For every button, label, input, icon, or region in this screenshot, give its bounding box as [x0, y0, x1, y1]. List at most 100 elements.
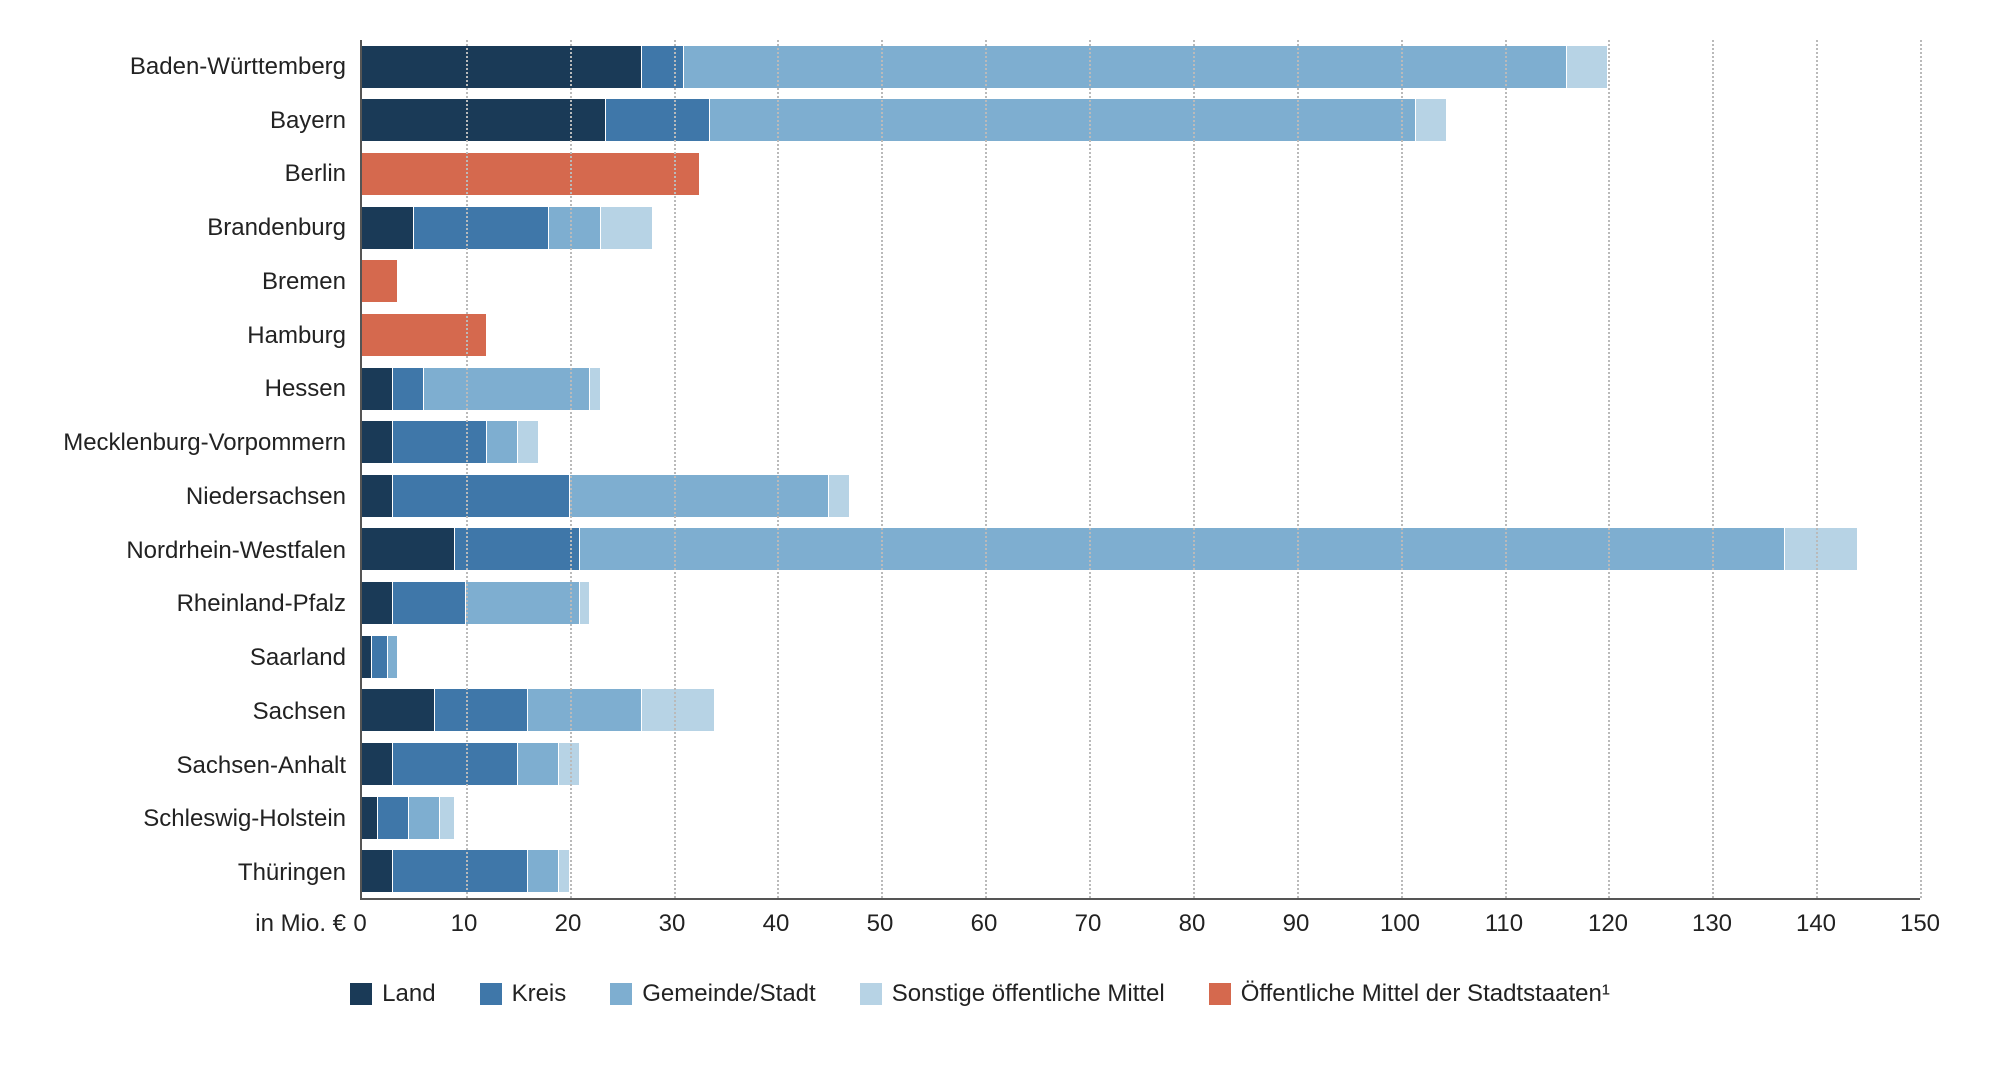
bar-segment-sonstige [1416, 99, 1447, 141]
gridline [985, 40, 987, 898]
gridline [1816, 40, 1818, 898]
legend-swatch [610, 983, 632, 1005]
legend-label: Land [382, 980, 435, 1008]
gridline [1505, 40, 1507, 898]
y-axis-label: Bremen [262, 281, 346, 282]
bar-segment-gemeinde [580, 528, 1785, 570]
bar-segment-kreis [378, 797, 409, 839]
bar-segment-kreis [455, 528, 580, 570]
chart-container: Baden-WürttembergBayernBerlinBrandenburg… [0, 0, 2000, 1077]
bar-row [362, 421, 1920, 463]
bar-segment-sonstige [1785, 528, 1858, 570]
x-tick-label: 120 [1588, 910, 1628, 938]
bar-row [362, 582, 1920, 624]
gridline [570, 40, 572, 898]
y-axis-label: Schleswig-Holstein [143, 819, 346, 820]
bars-area [360, 40, 1920, 900]
bar-segment-gemeinde [388, 636, 398, 678]
bar-segment-land [362, 689, 435, 731]
gridline [1920, 40, 1922, 898]
y-axis-label: Hamburg [247, 335, 346, 336]
bar-segment-kreis [642, 46, 684, 88]
bar-segment-kreis [393, 850, 528, 892]
legend-item: Kreis [480, 980, 567, 1008]
bar-segment-land [362, 528, 455, 570]
x-tick-label: 130 [1692, 910, 1732, 938]
bar-segment-gemeinde [487, 421, 518, 463]
x-tick-label: 0 [353, 910, 366, 938]
legend-label: Gemeinde/Stadt [642, 980, 815, 1008]
bar-segment-kreis [393, 368, 424, 410]
bar-row [362, 207, 1920, 249]
bar-segment-sonstige [601, 207, 653, 249]
bar-segment-stadtstaat [362, 153, 700, 195]
bar-segment-kreis [606, 99, 710, 141]
bar-segment-sonstige [518, 421, 539, 463]
legend-item: Land [350, 980, 435, 1008]
bar-segment-gemeinde [684, 46, 1567, 88]
bar-row [362, 743, 1920, 785]
y-axis-label: Niedersachsen [186, 496, 346, 497]
y-axis-label: Berlin [285, 174, 346, 175]
plot-area: Baden-WürttembergBayernBerlinBrandenburg… [40, 40, 1920, 900]
x-tick-label: 140 [1796, 910, 1836, 938]
bar-row [362, 260, 1920, 302]
bar-segment-land [362, 850, 393, 892]
bar-segment-sonstige [559, 850, 569, 892]
bar-row [362, 850, 1920, 892]
y-axis-labels: Baden-WürttembergBayernBerlinBrandenburg… [40, 40, 360, 900]
x-tick-label: 60 [971, 910, 998, 938]
bar-segment-gemeinde [549, 207, 601, 249]
gridline [881, 40, 883, 898]
bar-row [362, 314, 1920, 356]
x-tick-label: 70 [1075, 910, 1102, 938]
x-tick-label: 50 [867, 910, 894, 938]
bar-segment-sonstige [1567, 46, 1609, 88]
bar-segment-gemeinde [424, 368, 590, 410]
bar-segment-sonstige [580, 582, 590, 624]
bar-segment-gemeinde [710, 99, 1416, 141]
legend-swatch [860, 983, 882, 1005]
bar-segment-gemeinde [528, 689, 642, 731]
bar-segment-kreis [393, 475, 570, 517]
bar-segment-kreis [435, 689, 528, 731]
x-tick-label: 110 [1485, 910, 1523, 938]
bar-segment-gemeinde [518, 743, 560, 785]
gridline [466, 40, 468, 898]
y-axis-label: Sachsen [253, 711, 346, 712]
legend-label: Sonstige öffentliche Mittel [892, 980, 1165, 1008]
legend-swatch [480, 983, 502, 1005]
bar-row [362, 475, 1920, 517]
bar-segment-land [362, 797, 378, 839]
bar-row [362, 153, 1920, 195]
legend: Land Kreis Gemeinde/Stadt Sonstige öffentli… [40, 980, 1920, 1008]
y-axis-label: Hessen [265, 389, 346, 390]
legend-item: Sonstige öffentliche Mittel [860, 980, 1165, 1008]
gridline [1193, 40, 1195, 898]
gridline [1608, 40, 1610, 898]
x-tick-label: 90 [1283, 910, 1310, 938]
bar-segment-gemeinde [528, 850, 559, 892]
bar-segment-land [362, 207, 414, 249]
bar-segment-land [362, 743, 393, 785]
bar-row [362, 689, 1920, 731]
bar-segment-kreis [393, 421, 486, 463]
bar-segment-land [362, 475, 393, 517]
gridline [1297, 40, 1299, 898]
x-axis-title: in Mio. € [255, 910, 360, 938]
x-tick-label: 40 [763, 910, 790, 938]
bar-row [362, 46, 1920, 88]
y-axis-label: Baden-Württemberg [130, 66, 346, 67]
bar-segment-stadtstaat [362, 260, 398, 302]
y-axis-label: Brandenburg [207, 228, 346, 229]
bar-row [362, 368, 1920, 410]
bar-segment-land [362, 421, 393, 463]
y-axis-label: Rheinland-Pfalz [177, 604, 346, 605]
bar-segment-land [362, 46, 642, 88]
bar-segment-gemeinde [409, 797, 440, 839]
bar-segment-stadtstaat [362, 314, 487, 356]
bar-row [362, 797, 1920, 839]
legend-label: Kreis [512, 980, 567, 1008]
bar-row [362, 99, 1920, 141]
legend-swatch [1209, 983, 1231, 1005]
